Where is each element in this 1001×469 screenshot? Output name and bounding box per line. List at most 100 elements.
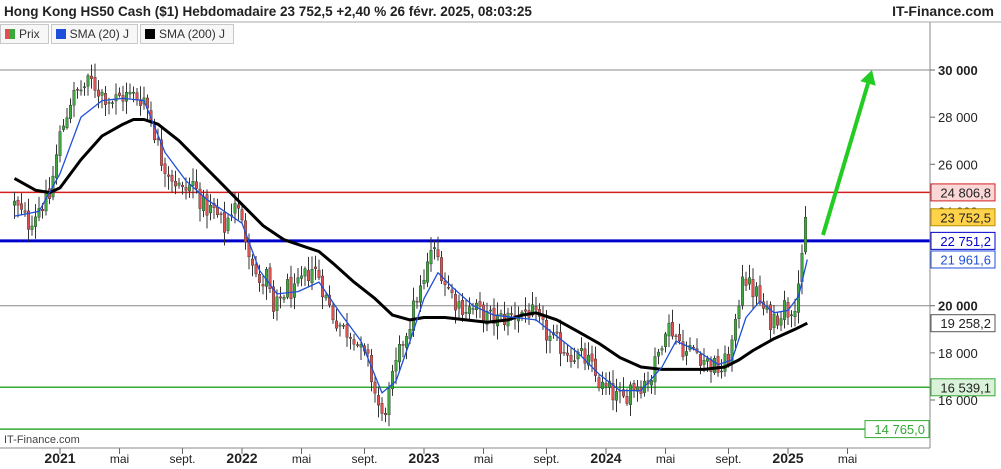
- candle-body: [250, 258, 254, 266]
- candle-body: [272, 286, 276, 312]
- candle-body: [41, 209, 45, 212]
- candle-body: [166, 174, 170, 177]
- candle-body: [769, 304, 773, 330]
- candle-body: [384, 413, 388, 415]
- candle-body: [184, 187, 188, 191]
- candle-body: [82, 86, 86, 89]
- candle-body: [457, 301, 461, 309]
- candle-body: [205, 194, 209, 216]
- x-tick-label: mai: [838, 452, 857, 466]
- candle-body: [576, 351, 580, 360]
- candle-body: [713, 358, 717, 373]
- candle-body: [615, 391, 619, 401]
- candle-body: [415, 300, 419, 303]
- candle-body: [674, 335, 678, 338]
- candle-body: [741, 276, 745, 306]
- candle-body: [62, 125, 66, 130]
- candle-body: [461, 300, 465, 315]
- x-tick-label: 2021: [44, 450, 75, 466]
- candle-body: [685, 351, 689, 356]
- level-tag-label: 16 539,1: [940, 380, 991, 395]
- candle-body: [681, 341, 685, 357]
- legend-item-sma200[interactable]: SMA (200) J: [140, 24, 235, 44]
- candle-body: [744, 278, 748, 286]
- sma200-swatch-icon: [145, 29, 156, 39]
- level-tag-label: 24 806,8: [940, 185, 991, 200]
- candle-body: [625, 396, 629, 404]
- candle-body: [163, 163, 167, 174]
- candle-body: [89, 75, 93, 79]
- candle-body: [86, 75, 90, 87]
- candle-body: [373, 381, 377, 394]
- candle-body: [289, 276, 293, 300]
- candle-body: [755, 286, 759, 297]
- candle-body: [345, 324, 349, 338]
- candle-body: [772, 313, 776, 328]
- candle-body: [128, 91, 132, 95]
- candle-body: [671, 322, 675, 337]
- candle-body: [342, 325, 346, 327]
- candle-body: [222, 212, 226, 233]
- candle-body: [114, 94, 118, 102]
- candle-body: [103, 93, 107, 105]
- candle-body: [208, 205, 212, 214]
- candle-body: [380, 403, 384, 414]
- candle-body: [226, 217, 230, 231]
- candle-body: [650, 380, 654, 386]
- candle-body: [569, 355, 573, 362]
- y-tick-label: 28 000: [938, 110, 978, 125]
- level-tag-box: [864, 420, 930, 439]
- candle-body: [30, 225, 34, 230]
- candle-body: [408, 329, 412, 339]
- legend-item-prix[interactable]: Prix: [0, 24, 49, 44]
- candle-body: [573, 360, 577, 362]
- candle-body: [394, 359, 398, 372]
- candle-body: [16, 200, 20, 206]
- candle-body: [314, 266, 318, 269]
- level-tag-box: [930, 183, 996, 202]
- candle-body: [180, 184, 184, 188]
- candle-body: [68, 104, 72, 119]
- candle-body: [804, 217, 808, 253]
- legend-item-sma20[interactable]: SMA (20) J: [50, 24, 139, 44]
- y-tick-label: 20 000: [938, 299, 978, 314]
- candle-body: [443, 280, 447, 286]
- candle-body: [215, 207, 219, 216]
- level-tag-label: 22 751,2: [940, 234, 991, 249]
- candle-body: [391, 371, 395, 390]
- x-tick-label: 2023: [408, 450, 439, 466]
- candle-body: [303, 268, 307, 277]
- y-tick-label: 16 000: [938, 393, 978, 408]
- candle-body: [562, 351, 566, 354]
- candle-body: [559, 332, 563, 354]
- candle-body: [471, 308, 475, 310]
- watermark: IT-Finance.com: [4, 434, 80, 446]
- candle-body: [720, 370, 724, 373]
- candle-body: [636, 386, 640, 392]
- candle-body: [660, 348, 664, 351]
- candle-body: [548, 335, 552, 341]
- candle-body: [601, 381, 605, 390]
- candle-body: [699, 354, 703, 366]
- chart-title: Hong Kong HS50 Cash ($1) Hebdomadaire 23…: [4, 4, 532, 19]
- candle-body: [177, 182, 181, 186]
- candle-body: [590, 353, 594, 362]
- candle-body: [93, 77, 97, 91]
- legend-label: SMA (200) J: [159, 27, 226, 41]
- x-tick-label: sept.: [715, 452, 741, 466]
- candle-body: [170, 175, 174, 182]
- candle-body: [587, 354, 591, 366]
- candle-body: [597, 377, 601, 389]
- value-tag-box: [930, 250, 996, 269]
- candle-body: [447, 287, 451, 289]
- candle-body: [478, 301, 482, 307]
- candle-body: [566, 352, 570, 356]
- candle-body: [20, 203, 24, 210]
- candle-body: [377, 395, 381, 406]
- sma200-line: [13, 118, 808, 371]
- candle-body: [194, 181, 198, 189]
- candle-body: [349, 337, 353, 339]
- x-tick-label: mai: [656, 452, 675, 466]
- candle-body: [296, 277, 300, 284]
- candle-body: [275, 296, 279, 311]
